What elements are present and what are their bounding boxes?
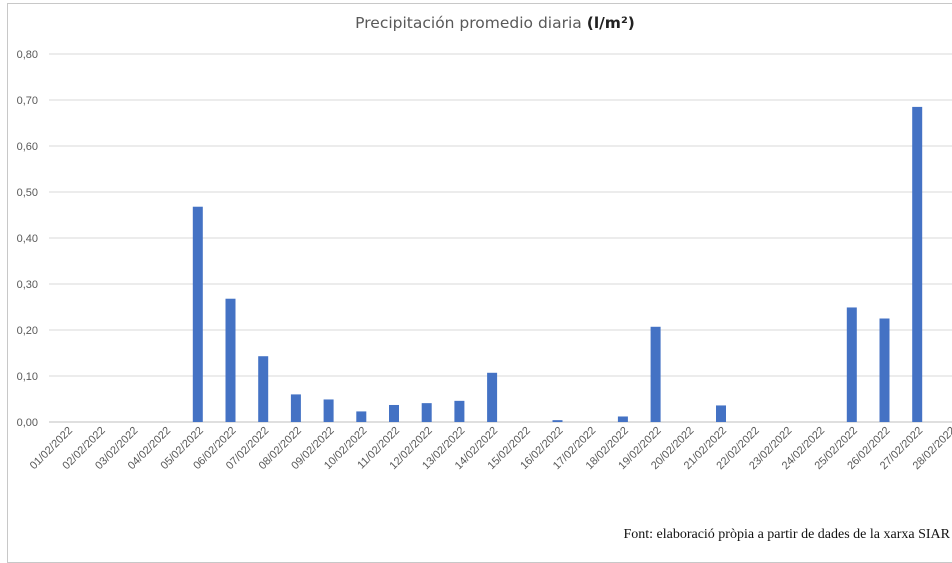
y-axis-ticks: 0,00 0,10 0,20 0,30 0,40 0,50 0,60 0,70 0,80 <box>17 49 38 429</box>
source-note: Font: elaboració pròpia a partir de dade… <box>623 527 950 542</box>
y-tick-label: 0,70 <box>17 95 38 107</box>
gridlines <box>49 53 952 423</box>
chart-frame <box>7 3 952 563</box>
bar <box>290 394 301 422</box>
bars <box>192 106 923 423</box>
chart-title-text: Precipitación promedio diaria <box>355 14 582 32</box>
bar <box>225 298 236 422</box>
bar <box>912 106 923 423</box>
y-tick-label: 0,00 <box>17 417 38 429</box>
bar <box>323 399 334 422</box>
bar <box>421 403 432 422</box>
x-axis-ticks: 01/02/202202/02/202203/02/202204/02/2022… <box>28 425 952 472</box>
y-tick-label: 0,60 <box>17 141 38 153</box>
bar <box>356 411 367 422</box>
bar <box>454 400 465 422</box>
bar <box>258 356 269 422</box>
y-tick-label: 0,30 <box>17 279 38 291</box>
chart-title: Precipitación promedio diaria (l/m²) <box>0 14 952 32</box>
bar <box>487 372 498 422</box>
chart-title-unit: (l/m²) <box>586 14 635 32</box>
bar <box>846 307 857 422</box>
bar <box>879 318 890 422</box>
y-tick-label: 0,40 <box>17 233 38 245</box>
y-tick-label: 0,10 <box>17 371 38 383</box>
bar-chart: 0,00 0,10 0,20 0,30 0,40 0,50 0,60 0,70 0,80 01/… <box>17 49 952 472</box>
y-tick-label: 0,20 <box>17 325 38 337</box>
bar <box>192 206 203 422</box>
bar <box>552 420 563 422</box>
bar <box>389 404 399 422</box>
y-tick-label: 0,50 <box>17 187 38 199</box>
bar <box>617 416 628 422</box>
y-tick-label: 0,80 <box>17 49 38 61</box>
bar <box>650 326 661 422</box>
bar <box>716 405 726 422</box>
